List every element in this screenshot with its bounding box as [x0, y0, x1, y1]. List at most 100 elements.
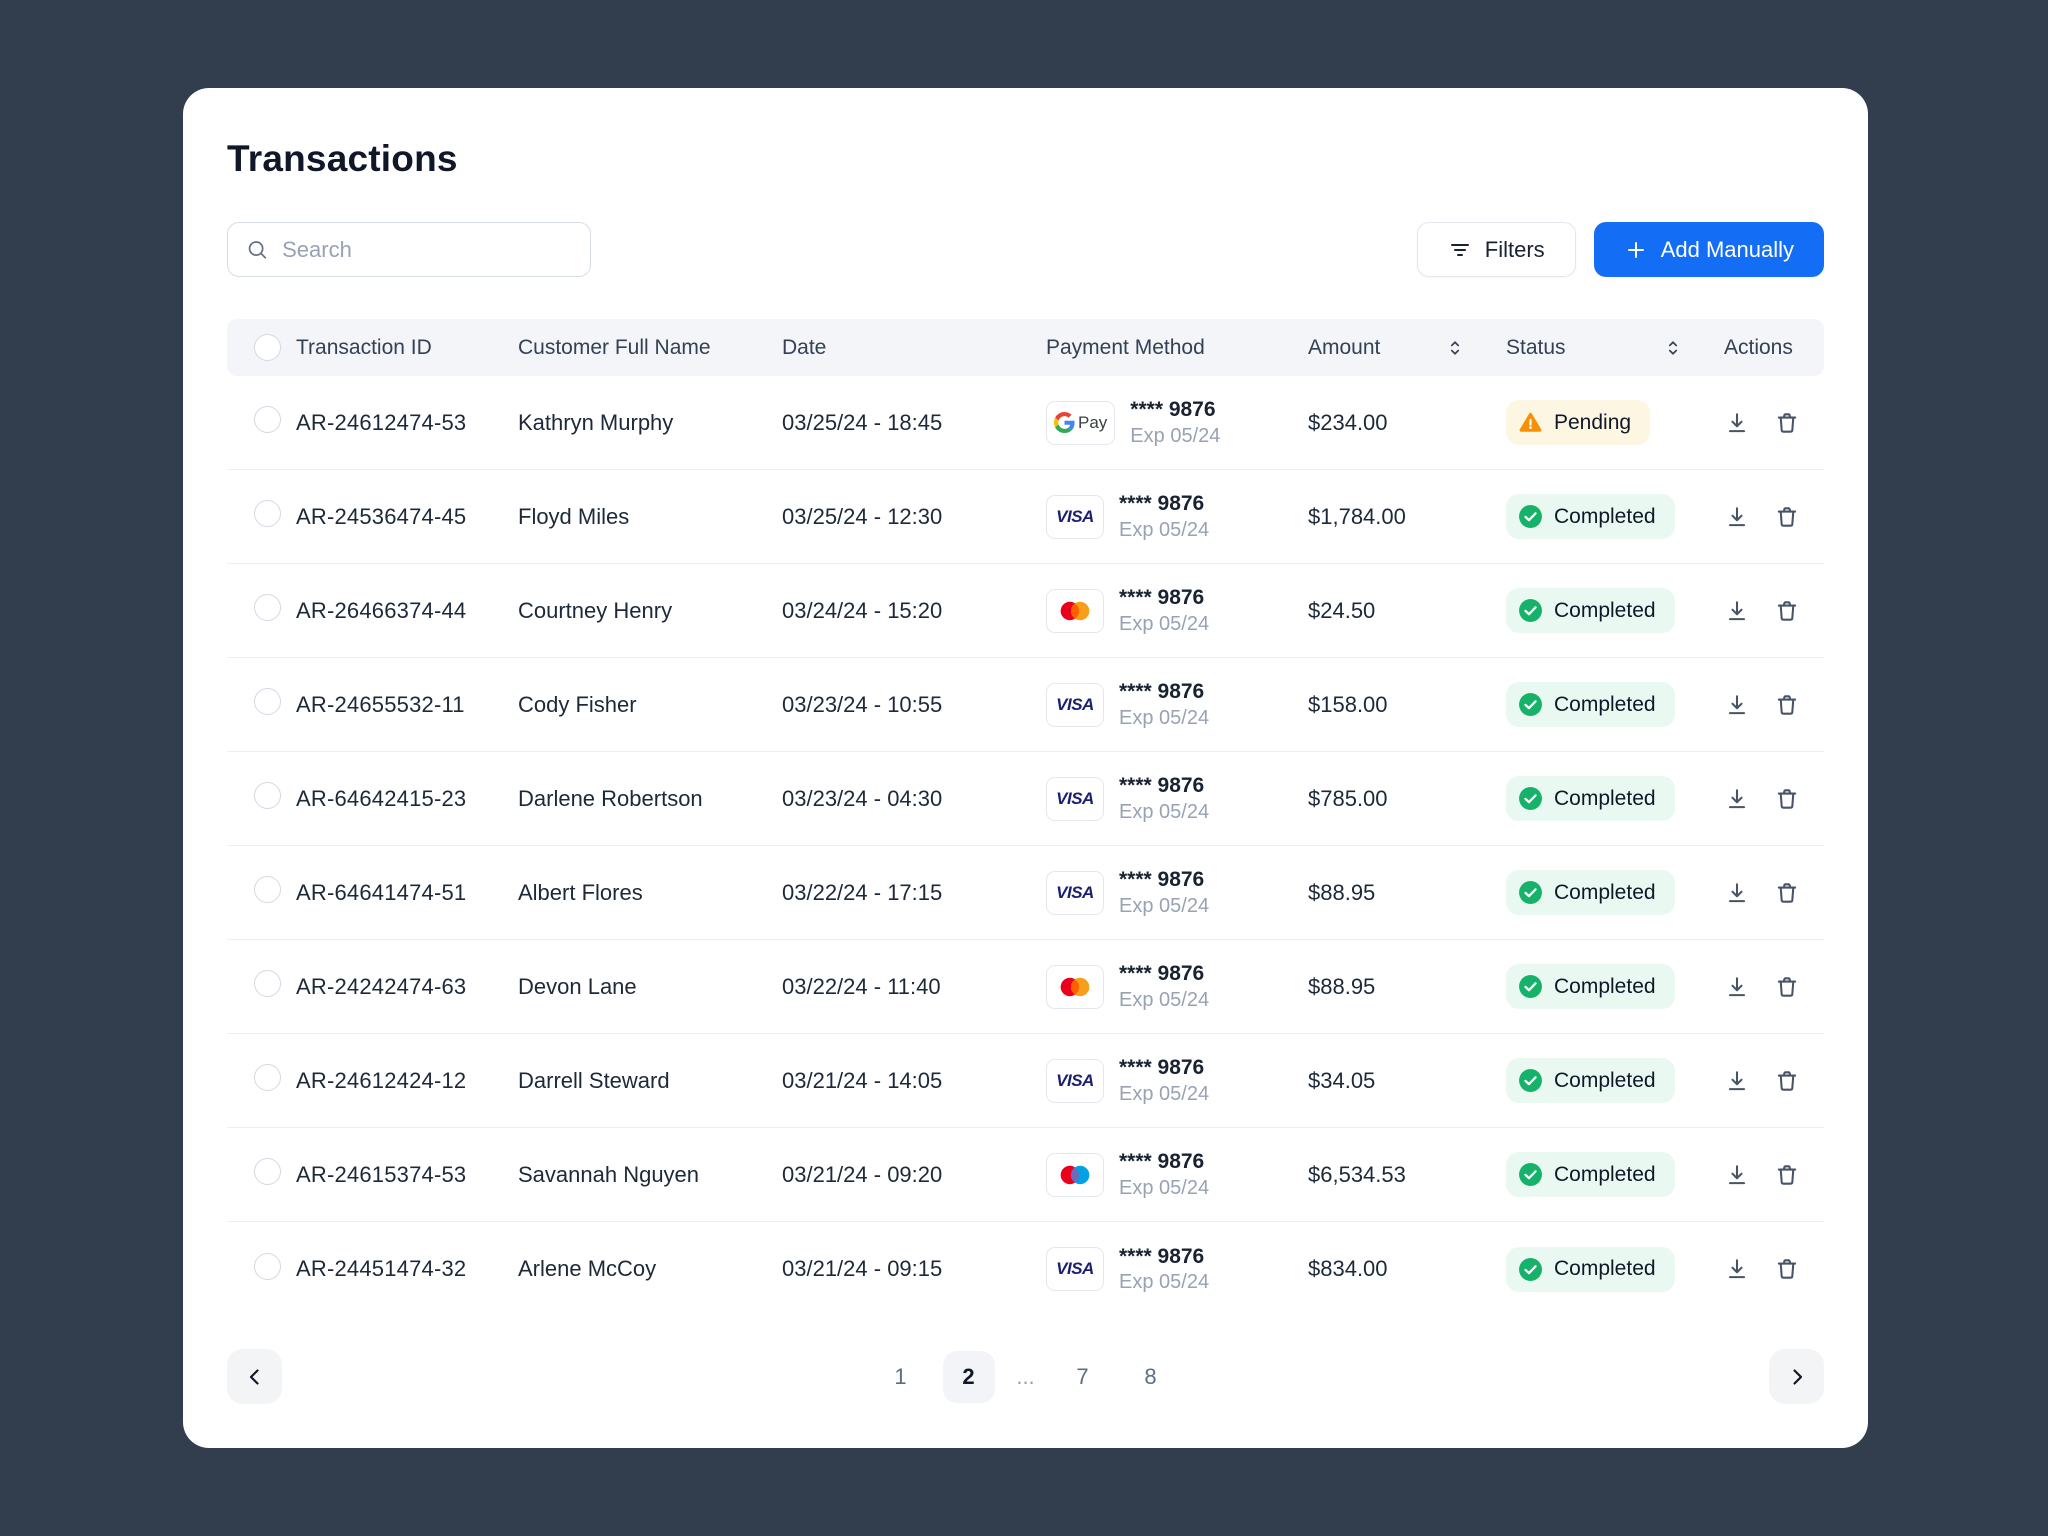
download-button[interactable]	[1724, 1068, 1750, 1094]
amount: $88.95	[1308, 973, 1376, 999]
payment-method: VISA **** 9876 Exp 05/24	[1046, 774, 1308, 823]
transaction-id: AR-64642415-23	[296, 785, 467, 811]
transaction-date: 03/25/24 - 18:45	[782, 409, 943, 435]
search-box[interactable]	[227, 222, 591, 277]
page-number-2[interactable]: 2	[942, 1350, 995, 1403]
amount: $234.00	[1308, 409, 1388, 435]
toolbar-actions: Filters Add Manually	[1416, 222, 1824, 277]
download-button[interactable]	[1724, 880, 1750, 906]
card-expiry: Exp 05/24	[1119, 988, 1210, 1011]
delete-button[interactable]	[1774, 1256, 1800, 1282]
delete-button[interactable]	[1774, 598, 1800, 624]
delete-button[interactable]	[1774, 1068, 1800, 1094]
delete-button[interactable]	[1774, 692, 1800, 718]
column-amount[interactable]: Amount	[1308, 336, 1506, 360]
transaction-id: AR-24655532-11	[296, 691, 465, 717]
table-row: AR-24655532-11 Cody Fisher 03/23/24 - 10…	[227, 658, 1824, 752]
status-label: Completed	[1554, 504, 1656, 528]
search-input[interactable]	[282, 236, 572, 263]
delete-button[interactable]	[1774, 974, 1800, 1000]
status-badge: Completed	[1506, 964, 1675, 1009]
filter-icon	[1450, 243, 1469, 256]
table-row: AR-24451474-32 Arlene McCoy 03/21/24 - 0…	[227, 1222, 1824, 1316]
download-button[interactable]	[1724, 1162, 1750, 1188]
download-button[interactable]	[1724, 504, 1750, 530]
column-date: Date	[782, 335, 827, 359]
transaction-id: AR-64641474-51	[296, 879, 467, 905]
transaction-id: AR-24451474-32	[296, 1256, 467, 1281]
trash-icon	[1777, 882, 1797, 903]
row-checkbox[interactable]	[254, 500, 281, 527]
row-checkbox[interactable]	[254, 970, 281, 997]
next-page-button[interactable]	[1769, 1349, 1824, 1404]
transaction-id: AR-24242474-63	[296, 973, 467, 999]
transaction-date: 03/21/24 - 09:15	[782, 1256, 943, 1281]
row-checkbox[interactable]	[254, 1252, 281, 1280]
download-button[interactable]	[1724, 410, 1750, 436]
visa-icon: VISA	[1046, 870, 1104, 915]
gpay-icon: Pay	[1046, 400, 1116, 445]
transaction-date: 03/25/24 - 12:30	[782, 503, 943, 529]
row-checkbox[interactable]	[254, 594, 281, 621]
status-badge: Completed	[1506, 1058, 1675, 1103]
row-checkbox[interactable]	[254, 782, 281, 809]
transactions-panel: Transactions Filters	[183, 88, 1868, 1448]
amount: $158.00	[1308, 691, 1388, 717]
download-button[interactable]	[1724, 974, 1750, 1000]
visa-icon: VISA	[1046, 494, 1104, 539]
table-row: AR-24536474-45 Floyd Miles 03/25/24 - 12…	[227, 470, 1824, 564]
delete-button[interactable]	[1774, 880, 1800, 906]
previous-page-button[interactable]	[227, 1349, 282, 1404]
amount: $6,534.53	[1308, 1161, 1406, 1187]
maestro-icon	[1046, 1152, 1104, 1197]
payment-method: **** 9876 Exp 05/24	[1046, 1150, 1308, 1199]
delete-button[interactable]	[1774, 1162, 1800, 1188]
card-expiry: Exp 05/24	[1119, 612, 1210, 635]
card-expiry: Exp 05/24	[1119, 1271, 1210, 1294]
table-row: AR-64642415-23 Darlene Robertson 03/23/2…	[227, 752, 1824, 846]
card-number: **** 9876	[1119, 1056, 1205, 1080]
column-actions: Actions	[1724, 335, 1793, 359]
card-number: **** 9876	[1119, 962, 1205, 986]
card-number: **** 9876	[1119, 492, 1205, 516]
delete-button[interactable]	[1774, 410, 1800, 436]
row-checkbox[interactable]	[254, 406, 281, 433]
table-row: AR-24242474-63 Devon Lane 03/22/24 - 11:…	[227, 940, 1824, 1034]
download-button[interactable]	[1724, 598, 1750, 624]
visa-icon: VISA	[1046, 1058, 1104, 1103]
delete-button[interactable]	[1774, 786, 1800, 812]
filters-button[interactable]: Filters	[1416, 222, 1576, 277]
amount: $834.00	[1308, 1256, 1388, 1281]
column-customer-name: Customer Full Name	[518, 335, 711, 359]
download-button[interactable]	[1724, 1256, 1750, 1282]
check-circle-icon	[1519, 881, 1542, 904]
transaction-date: 03/23/24 - 10:55	[782, 691, 943, 717]
check-circle-icon	[1519, 505, 1542, 528]
row-checkbox[interactable]	[254, 1158, 281, 1185]
column-status[interactable]: Status	[1506, 336, 1724, 360]
download-icon	[1728, 412, 1746, 432]
sort-icon[interactable]	[1662, 337, 1684, 359]
page-number-7[interactable]: 7	[1076, 1363, 1089, 1389]
select-all-checkbox[interactable]	[254, 334, 281, 361]
delete-button[interactable]	[1774, 504, 1800, 530]
row-checkbox[interactable]	[254, 876, 281, 903]
add-manually-button[interactable]: Add Manually	[1593, 222, 1824, 277]
payment-method: VISA **** 9876 Exp 05/24	[1046, 492, 1308, 541]
warning-triangle-icon	[1519, 412, 1542, 432]
download-icon	[1728, 694, 1746, 714]
page-number-1[interactable]: 1	[894, 1363, 907, 1389]
download-button[interactable]	[1724, 786, 1750, 812]
page-number-8[interactable]: 8	[1144, 1363, 1157, 1389]
sort-icon[interactable]	[1444, 337, 1466, 359]
trash-icon	[1777, 788, 1797, 809]
trash-icon	[1777, 1259, 1797, 1279]
row-checkbox[interactable]	[254, 688, 281, 715]
pagination: 1 2... 7 8	[227, 1319, 1824, 1404]
row-checkbox[interactable]	[254, 1064, 281, 1091]
visa-icon: VISA	[1046, 1247, 1104, 1291]
status-badge: Completed	[1506, 776, 1675, 821]
download-button[interactable]	[1724, 692, 1750, 718]
customer-name: Albert Flores	[518, 879, 643, 905]
